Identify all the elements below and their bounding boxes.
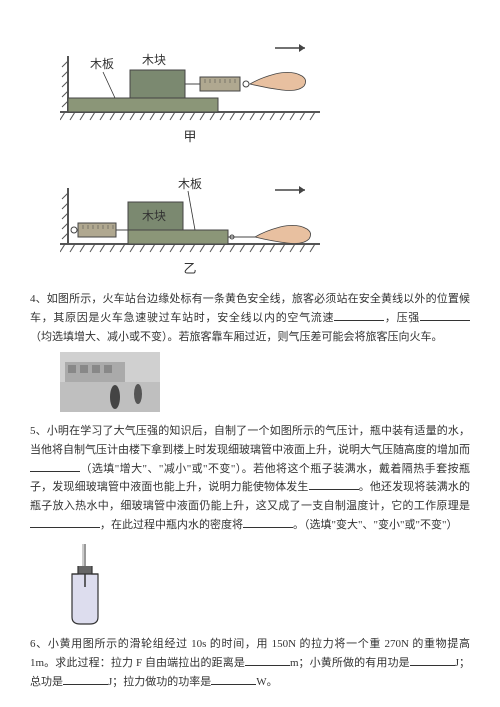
question-4: 4、如图所示，火车站台边缘处标有一条黄色安全线，旅客必须站在安全黄线以外的位置候… xyxy=(30,290,470,346)
q5-blank-1 xyxy=(30,460,80,472)
label-plank: 木板 xyxy=(90,57,114,71)
label-block: 木块 xyxy=(142,53,166,67)
question-5: 5、小明在学习了大气压强的知识后，自制了一个如图所示的气压计，瓶中装有适量的水，… xyxy=(30,422,470,534)
q4-text-2: ，压强 xyxy=(384,312,420,324)
q6-text-2: m；小黄所做的有用功是 xyxy=(290,657,410,669)
label-plank-2: 木板 xyxy=(178,177,202,191)
q4-text-3: （均选填增大、减小或不变）。若旅客靠车厢过近，则气压差可能会将旅客压向火车。 xyxy=(30,331,443,343)
q6-text-5: W。 xyxy=(256,676,277,688)
caption-yi: 乙 xyxy=(60,258,320,280)
q5-text-1: 5、小明在学习了大气压强的知识后，自制了一个如图所示的气压计，瓶中装有适量的水，… xyxy=(30,425,470,456)
train-photo xyxy=(60,352,160,412)
q6-blank-3 xyxy=(63,673,108,685)
q5-text-4: ，在此过程中瓶内水的密度将 xyxy=(100,519,243,531)
diagram-jia: 木板 木块 甲 xyxy=(60,26,470,148)
bottle-diagram xyxy=(60,542,470,627)
q4-blank-1 xyxy=(334,309,384,321)
q6-blank-4 xyxy=(211,673,256,685)
q4-blank-2 xyxy=(420,309,470,321)
caption-jia: 甲 xyxy=(60,126,320,148)
label-block-2: 木块 xyxy=(142,209,166,223)
question-6: 6、小黄用图所示的滑轮组经过 10s 的时间，用 150N 的拉力将一个重 27… xyxy=(30,635,470,691)
q5-blank-3 xyxy=(30,516,100,528)
q5-text-5: 。（选填"变大"、"变小"或"不变"） xyxy=(293,519,457,531)
q6-blank-1 xyxy=(245,654,290,666)
q6-blank-2 xyxy=(410,654,455,666)
diagram-yi: 木板 木块 乙 xyxy=(60,158,470,280)
q6-text-4: J；拉力做功的功率是 xyxy=(108,676,211,688)
q5-blank-4 xyxy=(243,516,293,528)
q5-blank-2 xyxy=(309,478,359,490)
